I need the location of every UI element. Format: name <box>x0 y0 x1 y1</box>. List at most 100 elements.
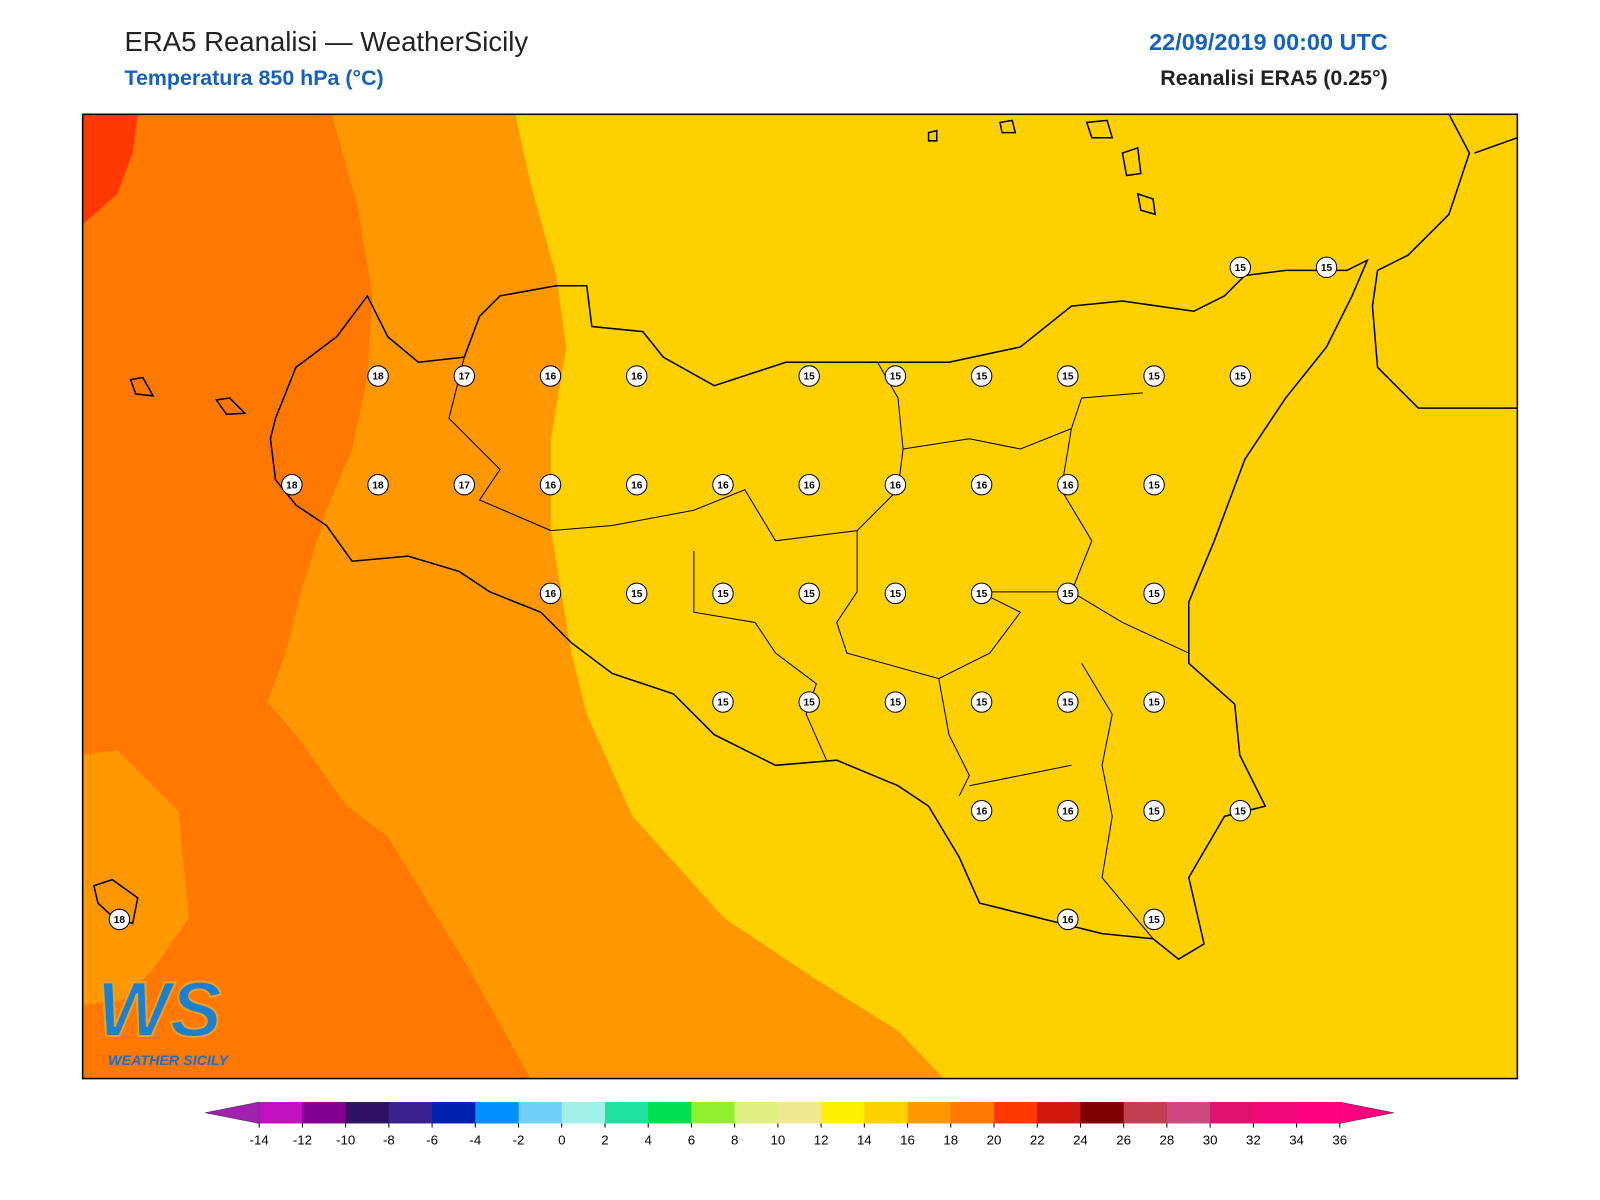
colorbar-swatch <box>388 1102 433 1124</box>
station-marker <box>884 691 907 713</box>
station-marker <box>1315 256 1338 279</box>
station-marker <box>1143 365 1165 387</box>
colorbar-swatch <box>648 1102 692 1124</box>
station-marker <box>884 365 907 387</box>
station-marker <box>970 365 993 387</box>
station-value: 17 <box>459 480 471 491</box>
station-marker <box>1143 691 1165 713</box>
colorbar-swatch <box>734 1102 779 1124</box>
colorbar-tick-label: 28 <box>1160 1132 1175 1147</box>
station-marker <box>626 582 648 605</box>
subtitle: Temperatura 850 hPa (°C) <box>124 66 383 90</box>
colorbar-tick-label: 4 <box>645 1132 652 1147</box>
colorbar-swatch <box>302 1102 347 1124</box>
colorbar-tick-label: 0 <box>558 1132 565 1147</box>
station-marker <box>1229 800 1252 822</box>
colorbar-tick-label: 14 <box>857 1132 872 1147</box>
colorbar-swatch <box>345 1102 390 1124</box>
colorbar-tick-label: 24 <box>1073 1132 1088 1147</box>
station-value: 18 <box>372 372 384 383</box>
station-marker <box>1143 582 1165 605</box>
contours <box>82 114 1518 1079</box>
station-value: 16 <box>976 806 988 817</box>
station-value: 16 <box>1062 480 1074 491</box>
title: ERA5 Reanalisi — WeatherSicily <box>124 26 528 57</box>
station-marker <box>884 473 907 496</box>
station-marker <box>970 800 993 822</box>
contour-fill <box>82 750 189 1006</box>
colorbar-over <box>1339 1101 1394 1124</box>
colorbar-swatch <box>1037 1102 1081 1124</box>
station-value: 15 <box>890 372 902 383</box>
colorbar-swatch <box>259 1102 303 1124</box>
station-value: 16 <box>890 480 902 491</box>
colorbar-swatch <box>821 1102 865 1124</box>
station-value: 18 <box>286 480 298 491</box>
sicily-coast <box>269 258 1369 961</box>
station-marker <box>1057 582 1079 605</box>
colorbar: -14 -12 -10 -8 -6 -4 -2 0 2 4 6 8 10 12 14 16 18 20 22 24 26… <box>205 1101 1394 1147</box>
station-marker <box>453 473 475 496</box>
colorbar-swatch <box>1123 1102 1168 1124</box>
logo-name: WEATHER SICILY <box>108 1053 229 1069</box>
station-value: 15 <box>1235 263 1247 274</box>
station-marker <box>626 473 648 496</box>
station-value: 16 <box>631 480 643 491</box>
colorbar-swatch <box>1210 1102 1254 1124</box>
colorbar-swatch <box>561 1102 606 1124</box>
station-value: 15 <box>890 589 902 600</box>
station-marker <box>1143 908 1165 931</box>
source: Reanalisi ERA5 (0.25°) <box>1160 66 1387 90</box>
station-marker <box>798 473 820 496</box>
station-value: 15 <box>717 698 729 709</box>
colorbar-swatch <box>1080 1102 1125 1124</box>
station-marker <box>1229 365 1252 387</box>
station-value: 15 <box>1148 372 1160 383</box>
station-marker <box>367 365 389 387</box>
station-marker <box>108 908 131 931</box>
map-frame <box>81 113 1519 1080</box>
colorbar-swatch <box>907 1102 952 1124</box>
station-value: 18 <box>372 480 384 491</box>
colorbar-tick-label: -6 <box>426 1132 438 1147</box>
date: 22/09/2019 00:00 UTC <box>1149 29 1388 55</box>
station-marker <box>539 365 562 387</box>
colorbar-swatch <box>432 1102 476 1124</box>
station-value: 17 <box>459 372 471 383</box>
station-value: 15 <box>1148 915 1160 926</box>
station-value: 15 <box>1062 589 1074 600</box>
colorbar-tick-label: 2 <box>601 1132 608 1147</box>
station-value: 15 <box>1235 372 1247 383</box>
station-value: 15 <box>1148 480 1160 491</box>
contour-fill <box>82 114 531 1079</box>
coastlines <box>92 114 1518 961</box>
colorbar-under <box>205 1101 260 1124</box>
logo-mark: WS <box>97 967 222 1053</box>
station-value: 16 <box>976 480 988 491</box>
station-value: 15 <box>631 589 643 600</box>
islands <box>92 119 1157 925</box>
colorbar-tick-label: 36 <box>1332 1132 1347 1147</box>
station-value: 16 <box>804 480 816 491</box>
station-marker <box>626 365 648 387</box>
colorbar-tick-label: 30 <box>1203 1132 1218 1147</box>
logo: WS WEATHER SICILY <box>96 966 230 1069</box>
calabria-coast <box>1371 114 1518 409</box>
station-marker <box>539 582 562 605</box>
station-value: 15 <box>1321 263 1333 274</box>
station-value: 16 <box>1062 915 1074 926</box>
station-value: 18 <box>114 915 126 926</box>
provinces <box>448 357 1189 940</box>
colorbar-swatch <box>777 1102 822 1124</box>
colorbar-swatch <box>950 1102 995 1124</box>
station-marker <box>970 691 993 713</box>
station-value: 16 <box>717 480 729 491</box>
colorbar-tick-label: -12 <box>293 1132 312 1147</box>
colorbar-tick-label: -10 <box>336 1132 355 1147</box>
station-value: 16 <box>631 372 643 383</box>
station-marker <box>1057 908 1079 931</box>
station-marker <box>1057 800 1079 822</box>
colorbar-tick-label: 6 <box>688 1132 695 1147</box>
colorbar-swatch <box>604 1102 649 1124</box>
